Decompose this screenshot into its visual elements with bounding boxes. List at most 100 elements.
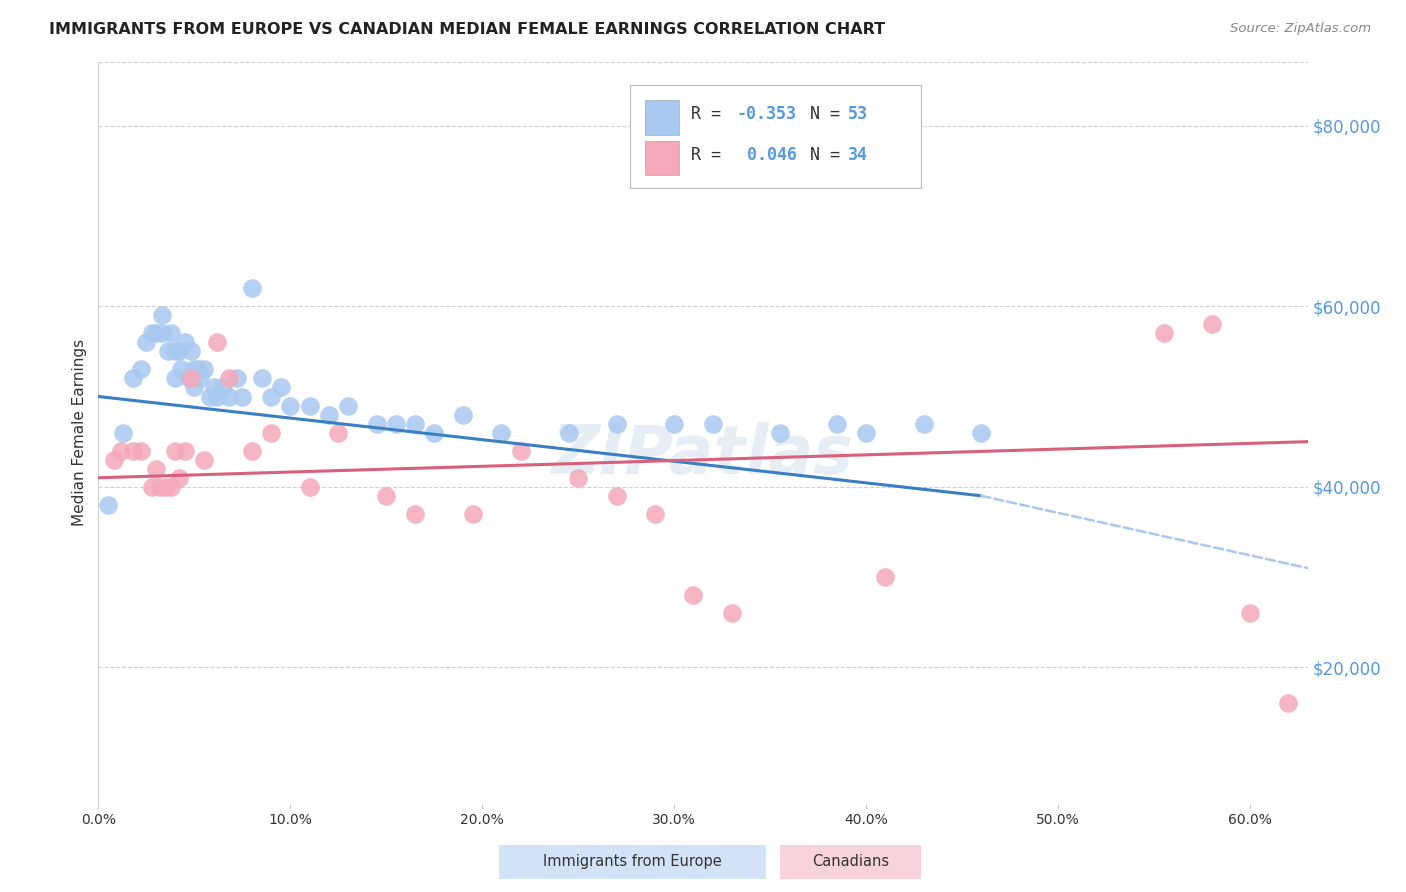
Point xyxy=(167,471,190,485)
Point xyxy=(170,362,193,376)
Point xyxy=(135,335,157,350)
Text: IMMIGRANTS FROM EUROPE VS CANADIAN MEDIAN FEMALE EARNINGS CORRELATION CHART: IMMIGRANTS FROM EUROPE VS CANADIAN MEDIA… xyxy=(49,22,886,37)
Point xyxy=(177,371,200,385)
Point xyxy=(720,606,742,620)
Point xyxy=(366,417,388,431)
Point xyxy=(180,344,202,359)
Point xyxy=(385,417,408,431)
Text: N =: N = xyxy=(790,146,851,164)
Point xyxy=(156,344,179,359)
Point xyxy=(461,507,484,521)
Point xyxy=(141,480,163,494)
Text: Canadians: Canadians xyxy=(813,855,889,869)
Point xyxy=(567,471,589,485)
Point xyxy=(664,417,686,431)
Text: ZIPatlas: ZIPatlas xyxy=(553,422,853,488)
Text: 53: 53 xyxy=(848,105,868,123)
Point xyxy=(212,380,235,394)
Point xyxy=(644,507,666,521)
FancyBboxPatch shape xyxy=(630,85,921,188)
Point xyxy=(183,362,205,376)
Point xyxy=(202,380,225,394)
Point xyxy=(318,408,340,422)
Point xyxy=(970,425,993,440)
Point xyxy=(260,425,283,440)
Point xyxy=(173,443,195,458)
Point xyxy=(606,489,628,503)
Bar xyxy=(645,141,679,176)
Point xyxy=(912,417,935,431)
Point xyxy=(110,443,132,458)
Point xyxy=(451,408,474,422)
Point xyxy=(1153,326,1175,341)
Point xyxy=(145,326,167,341)
Text: R =: R = xyxy=(690,105,731,123)
Y-axis label: Median Female Earnings: Median Female Earnings xyxy=(72,339,87,526)
Point xyxy=(150,326,173,341)
Point xyxy=(280,399,302,413)
Point xyxy=(328,425,350,440)
Point xyxy=(218,371,240,385)
Point xyxy=(404,507,426,521)
Point xyxy=(141,326,163,341)
Text: 34: 34 xyxy=(848,146,868,164)
Point xyxy=(122,371,145,385)
Point xyxy=(183,380,205,394)
Point xyxy=(173,335,195,350)
Point xyxy=(145,461,167,475)
Point xyxy=(129,443,152,458)
Point xyxy=(167,344,190,359)
Text: R =: R = xyxy=(690,146,731,164)
Point xyxy=(250,371,273,385)
Point xyxy=(180,371,202,385)
Point xyxy=(827,417,849,431)
Point xyxy=(160,480,183,494)
Point xyxy=(103,452,125,467)
Point xyxy=(702,417,724,431)
Bar xyxy=(645,100,679,135)
Point xyxy=(207,390,229,404)
Point xyxy=(160,326,183,341)
Point xyxy=(165,371,187,385)
Point xyxy=(298,480,321,494)
Point xyxy=(1239,606,1261,620)
Point xyxy=(769,425,792,440)
Point xyxy=(336,399,359,413)
Point xyxy=(188,371,211,385)
Point xyxy=(129,362,152,376)
Point xyxy=(423,425,446,440)
Point xyxy=(225,371,247,385)
Point xyxy=(198,390,221,404)
Point xyxy=(270,380,292,394)
Point xyxy=(112,425,135,440)
Text: -0.353: -0.353 xyxy=(737,105,797,123)
Text: Source: ZipAtlas.com: Source: ZipAtlas.com xyxy=(1230,22,1371,36)
Point xyxy=(855,425,877,440)
Point xyxy=(240,281,263,295)
Point xyxy=(491,425,513,440)
Point xyxy=(207,335,229,350)
Point xyxy=(240,443,263,458)
Point xyxy=(298,399,321,413)
Text: 0.046: 0.046 xyxy=(737,146,797,164)
Point xyxy=(193,452,215,467)
Point xyxy=(193,362,215,376)
Point xyxy=(155,480,177,494)
Point xyxy=(509,443,531,458)
Point xyxy=(875,570,897,584)
Point xyxy=(97,498,120,512)
Point xyxy=(260,390,283,404)
Point xyxy=(231,390,253,404)
Text: N =: N = xyxy=(790,105,851,123)
Point xyxy=(375,489,398,503)
Point xyxy=(187,362,209,376)
Point xyxy=(218,390,240,404)
Point xyxy=(606,417,628,431)
Point xyxy=(150,308,173,322)
Point xyxy=(1201,318,1223,332)
Point xyxy=(1277,697,1299,711)
Point xyxy=(404,417,426,431)
Point xyxy=(165,443,187,458)
Point xyxy=(557,425,579,440)
Point xyxy=(149,480,172,494)
